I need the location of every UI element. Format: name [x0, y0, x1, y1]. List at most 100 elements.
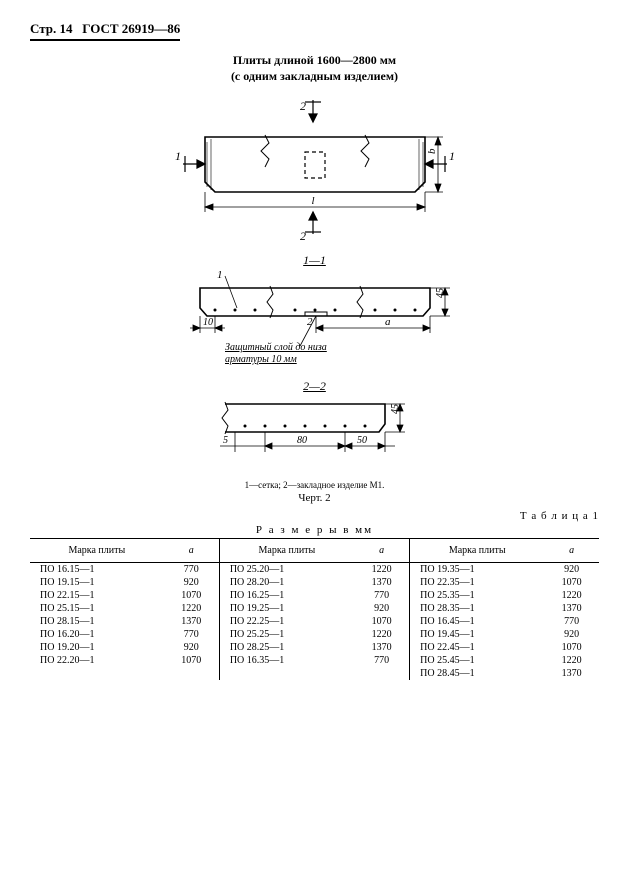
- cell-a: 1220: [354, 628, 410, 641]
- figure-legend: 1—сетка; 2—закладное изделие М1.: [30, 480, 599, 490]
- figure-plan-view: 2 1: [30, 92, 599, 247]
- dim-45-s22: 45: [390, 404, 401, 414]
- table-row: ПО 28.15—11370ПО 22.25—11070ПО 16.45—177…: [30, 615, 599, 628]
- table-units: Р а з м е р ы в мм: [30, 524, 599, 536]
- section-1-right-label: 1: [449, 149, 455, 163]
- standard-code: ГОСТ 26919—86: [82, 21, 180, 36]
- cell-mark: ПО 25.25—1: [219, 628, 354, 641]
- cover-note-2: арматуры 10 мм: [225, 354, 297, 365]
- cell-a: 1070: [354, 615, 410, 628]
- col-mark-3: Марка плиты: [410, 539, 545, 563]
- cell-a: 1370: [544, 602, 599, 615]
- cell-mark: ПО 22.45—1: [410, 641, 545, 654]
- title-line-2: (с одним закладным изделием): [30, 69, 599, 85]
- dim-b: b: [426, 148, 438, 154]
- cell-a: 1070: [544, 576, 599, 589]
- cell-mark: ПО 19.15—1: [30, 576, 164, 589]
- cell-mark: ПО 22.25—1: [219, 615, 354, 628]
- cell-mark: ПО 19.45—1: [410, 628, 545, 641]
- ref-1: 1: [217, 269, 223, 281]
- cell-mark: ПО 19.20—1: [30, 641, 164, 654]
- table-header-row: Марка плиты a Марка плиты a Марка плиты …: [30, 539, 599, 563]
- cell-a: 770: [164, 563, 220, 577]
- table-row: ПО 19.20—1920ПО 28.25—11370ПО 22.45—1107…: [30, 641, 599, 654]
- cell-a: 920: [544, 563, 599, 577]
- cell-a: 770: [164, 628, 220, 641]
- figure-number: Черт. 2: [30, 492, 599, 504]
- cell-mark: ПО 16.20—1: [30, 628, 164, 641]
- dim-50: 50: [357, 435, 367, 446]
- cell-a: 1370: [354, 576, 410, 589]
- cell-mark: ПО 22.20—1: [30, 654, 164, 667]
- page-number: Стр. 14: [30, 21, 73, 36]
- cell-mark: ПО 28.35—1: [410, 602, 545, 615]
- section-2-bot-label: 2: [300, 229, 306, 242]
- cell-mark: [30, 667, 164, 680]
- dim-10: 10: [203, 317, 213, 328]
- col-mark-2: Марка плиты: [219, 539, 354, 563]
- cell-a: 1220: [164, 602, 220, 615]
- dim-5: 5: [223, 435, 228, 446]
- cell-a: 1220: [354, 563, 410, 577]
- table-number: Т а б л и ц а 1: [30, 510, 599, 522]
- table-row: ПО 19.15—1920ПО 28.20—11370ПО 22.35—1107…: [30, 576, 599, 589]
- cell-mark: ПО 16.15—1: [30, 563, 164, 577]
- cell-mark: ПО 25.45—1: [410, 654, 545, 667]
- cell-mark: ПО 19.25—1: [219, 602, 354, 615]
- ref-2: 2: [307, 316, 313, 328]
- cell-a: [164, 667, 220, 680]
- dim-45-s11: 45: [435, 288, 446, 298]
- cell-mark: ПО 22.15—1: [30, 589, 164, 602]
- cell-a: 1070: [164, 654, 220, 667]
- table-row: ПО 16.20—1770ПО 25.25—11220ПО 19.45—1920: [30, 628, 599, 641]
- col-a-2: a: [354, 539, 410, 563]
- table-row: ПО 25.15—11220ПО 19.25—1920ПО 28.35—1137…: [30, 602, 599, 615]
- cell-a: 1220: [544, 654, 599, 667]
- cell-mark: ПО 19.35—1: [410, 563, 545, 577]
- cell-mark: ПО 16.35—1: [219, 654, 354, 667]
- dimensions-table: Марка плиты a Марка плиты a Марка плиты …: [30, 538, 599, 680]
- cell-mark: ПО 28.45—1: [410, 667, 545, 680]
- cell-mark: ПО 16.45—1: [410, 615, 545, 628]
- cell-a: [354, 667, 410, 680]
- cell-a: 1370: [354, 641, 410, 654]
- cell-mark: ПО 25.35—1: [410, 589, 545, 602]
- cell-a: 1370: [164, 615, 220, 628]
- section-2-2-label: 2—2: [30, 379, 599, 394]
- cell-a: 1070: [164, 589, 220, 602]
- cell-a: 1220: [544, 589, 599, 602]
- dim-80: 80: [297, 435, 307, 446]
- page-header: Стр. 14 ГОСТ 26919—86: [30, 21, 180, 41]
- cover-note-1: Защитный слой до низа: [225, 342, 327, 353]
- figure-title: Плиты длиной 1600—2800 мм (с одним закла…: [30, 53, 599, 84]
- table-row: ПО 22.20—11070ПО 16.35—1770ПО 25.45—1122…: [30, 654, 599, 667]
- cell-a: 920: [354, 602, 410, 615]
- cell-mark: ПО 22.35—1: [410, 576, 545, 589]
- cell-mark: ПО 25.15—1: [30, 602, 164, 615]
- col-a-3: a: [544, 539, 599, 563]
- dim-a: a: [385, 316, 391, 328]
- col-mark-1: Марка плиты: [30, 539, 164, 563]
- title-line-1: Плиты длиной 1600—2800 мм: [30, 53, 599, 69]
- section-2-top-label: 2: [300, 99, 306, 113]
- cell-a: 770: [354, 589, 410, 602]
- figure-section-2-2: 2—2 45: [30, 379, 599, 474]
- col-a-1: a: [164, 539, 220, 563]
- cell-a: 770: [544, 615, 599, 628]
- cell-mark: ПО 25.20—1: [219, 563, 354, 577]
- section-1-1-label: 1—1: [30, 253, 599, 268]
- cell-mark: ПО 28.20—1: [219, 576, 354, 589]
- cell-a: 1070: [544, 641, 599, 654]
- table-row: ПО 16.15—1770ПО 25.20—11220ПО 19.35—1920: [30, 563, 599, 577]
- cell-a: 770: [354, 654, 410, 667]
- cell-mark: ПО 16.25—1: [219, 589, 354, 602]
- cell-a: 920: [544, 628, 599, 641]
- section-1-left-label: 1: [175, 149, 181, 163]
- table-row: ПО 28.45—11370: [30, 667, 599, 680]
- figure-section-1-1: 1—1 1: [30, 253, 599, 373]
- cell-mark: ПО 28.25—1: [219, 641, 354, 654]
- cell-a: 1370: [544, 667, 599, 680]
- dim-l: l: [311, 195, 314, 207]
- cell-a: 920: [164, 641, 220, 654]
- table-row: ПО 22.15—11070ПО 16.25—1770ПО 25.35—1122…: [30, 589, 599, 602]
